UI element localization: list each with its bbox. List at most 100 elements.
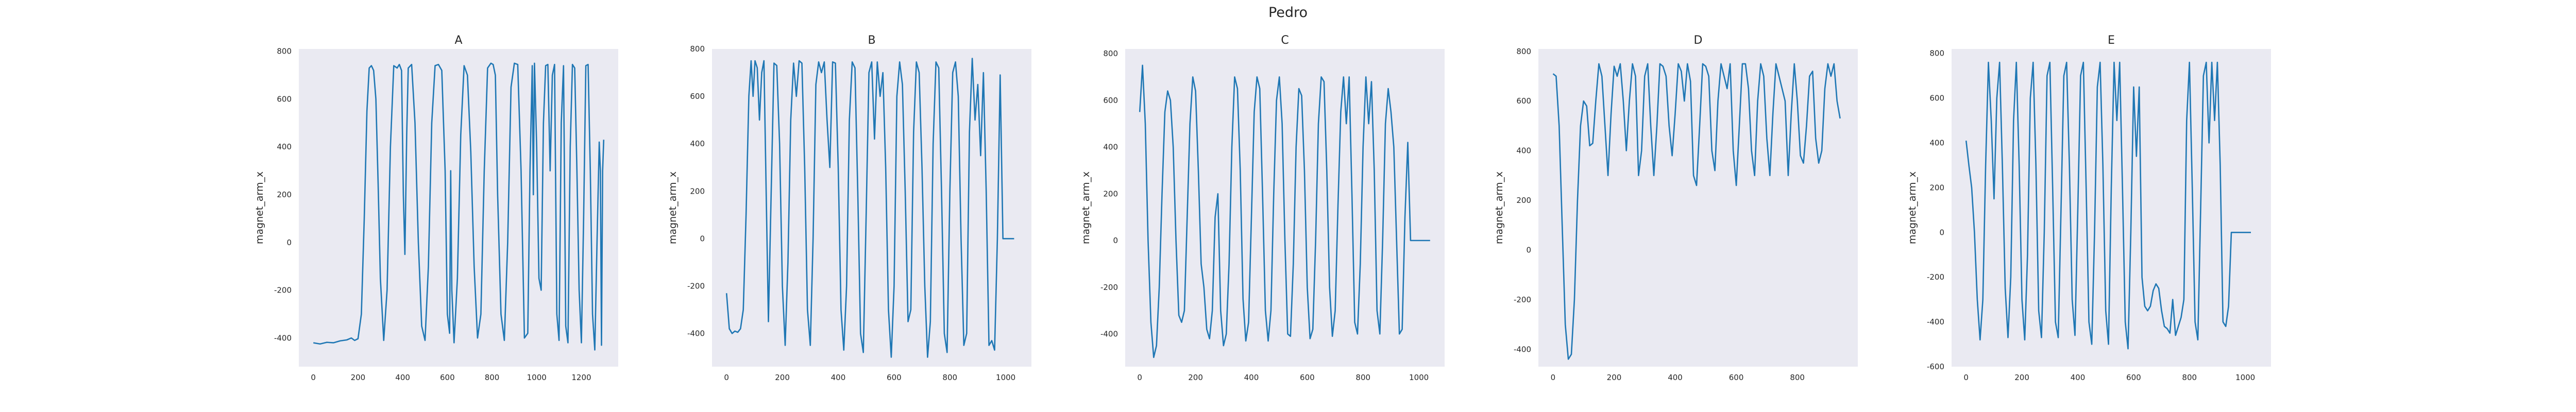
y-tick-label: -400 — [274, 333, 292, 342]
x-tick-label: 0 — [311, 373, 316, 382]
subplot-title: B — [868, 34, 875, 47]
data-line — [725, 58, 1014, 358]
subplot-c: C magnet_arm_x 0 200 400 600 800 1000 -400 -20… — [1080, 34, 1445, 382]
x-tick-label: 400 — [1244, 373, 1259, 382]
y-tick-label: 0 — [1939, 228, 1944, 237]
x-tick-label: 800 — [1355, 373, 1370, 382]
subplot-a: A magnet_arm_x 0 200 400 600 800 1000 1200 -40… — [254, 34, 618, 382]
y-tick-label: -200 — [687, 281, 705, 290]
y-axis-label: magnet_arm_x — [254, 171, 265, 244]
y-tick-label: 800 — [1516, 47, 1531, 56]
y-tick-label: -600 — [1927, 362, 1944, 371]
x-tick-label: 600 — [1729, 373, 1744, 382]
y-tick-label: 0 — [286, 238, 292, 247]
x-tick-labels: 0 200 400 600 800 1000 1200 — [311, 373, 591, 382]
y-tick-label: 600 — [1103, 96, 1118, 105]
x-tick-label: 0 — [724, 373, 729, 382]
subplot-b: B magnet_arm_x 0 200 400 600 800 1000 -400 -20… — [667, 34, 1031, 382]
y-tick-label: -200 — [1927, 272, 1944, 282]
y-tick-label: 400 — [277, 142, 292, 151]
x-tick-label: 400 — [1668, 373, 1683, 382]
x-tick-label: 0 — [1137, 373, 1142, 382]
y-tick-label: -400 — [1927, 317, 1944, 327]
data-line — [313, 62, 605, 351]
y-tick-label: 800 — [277, 47, 292, 56]
y-tick-labels: -400 -200 0 200 400 600 800 — [1514, 47, 1531, 354]
subplot-e: E magnet_arm_x 0 200 400 600 800 1000 -600 -40… — [1907, 34, 2271, 382]
y-tick-label: 600 — [277, 94, 292, 104]
plot-area — [1538, 49, 1858, 367]
x-tick-label: 600 — [440, 373, 455, 382]
y-tick-label: 200 — [277, 190, 292, 199]
y-tick-label: 600 — [1929, 94, 1944, 103]
x-tick-label: 0 — [1963, 373, 1969, 382]
y-tick-label: -200 — [1514, 295, 1531, 304]
y-tick-label: -400 — [687, 329, 705, 338]
x-tick-label: 400 — [395, 373, 410, 382]
x-tick-label: 600 — [2126, 373, 2141, 382]
x-tick-label: 200 — [351, 373, 366, 382]
subplot-d: D magnet_arm_x 0 200 400 600 800 -400 -200 0 20… — [1494, 34, 1858, 382]
data-line — [1965, 61, 2251, 350]
y-tick-label: 200 — [1929, 183, 1944, 192]
y-tick-label: 200 — [1516, 196, 1531, 205]
x-tick-label: 200 — [775, 373, 790, 382]
y-tick-label: 400 — [1103, 143, 1118, 152]
figure-title: Pedro — [1268, 5, 1308, 21]
y-axis-label: magnet_arm_x — [667, 171, 679, 244]
x-tick-label: 600 — [887, 373, 902, 382]
x-tick-label: 1000 — [2235, 373, 2255, 382]
subplot-title: E — [2108, 34, 2115, 47]
y-tick-label: -400 — [1514, 345, 1531, 354]
x-tick-label: 200 — [1188, 373, 1203, 382]
x-tick-label: 800 — [485, 373, 500, 382]
x-tick-label: 600 — [1300, 373, 1315, 382]
x-tick-label: 1000 — [996, 373, 1015, 382]
y-tick-label: 200 — [690, 186, 705, 196]
x-tick-label: 1000 — [1409, 373, 1429, 382]
x-tick-labels: 0 200 400 600 800 1000 — [1963, 373, 2255, 382]
x-tick-label: 1000 — [527, 373, 547, 382]
x-tick-label: 1200 — [571, 373, 591, 382]
data-line — [1552, 63, 1841, 360]
x-tick-labels: 0 200 400 600 800 1000 — [724, 373, 1015, 382]
y-tick-label: 800 — [1929, 49, 1944, 58]
subplot-title: C — [1281, 34, 1289, 47]
x-tick-labels: 0 200 400 600 800 — [1551, 373, 1805, 382]
y-tick-labels: -400 -200 0 200 400 600 800 — [274, 47, 292, 343]
x-tick-label: 800 — [942, 373, 957, 382]
y-axis-label: magnet_arm_x — [1494, 171, 1505, 244]
x-tick-label: 200 — [1607, 373, 1622, 382]
y-tick-label: 400 — [690, 139, 705, 148]
y-axis-label: magnet_arm_x — [1907, 171, 1918, 244]
x-tick-labels: 0 200 400 600 800 1000 — [1137, 373, 1429, 382]
x-tick-label: 200 — [2014, 373, 2029, 382]
y-axis-label: magnet_arm_x — [1080, 171, 1092, 244]
y-tick-label: 600 — [690, 92, 705, 101]
y-tick-label: 0 — [1113, 236, 1118, 245]
y-tick-label: 400 — [1929, 138, 1944, 147]
y-tick-label: -200 — [274, 286, 292, 295]
subplot-title: A — [454, 34, 462, 47]
y-tick-label: -400 — [1100, 329, 1118, 338]
y-tick-label: 400 — [1516, 146, 1531, 156]
x-tick-label: 400 — [2071, 373, 2086, 382]
x-tick-label: 800 — [2182, 373, 2197, 382]
y-tick-label: -200 — [1100, 283, 1118, 292]
data-line — [1139, 64, 1430, 358]
x-tick-label: 400 — [831, 373, 846, 382]
x-tick-label: 800 — [1790, 373, 1805, 382]
y-tick-labels: -600 -400 -200 0 200 400 600 800 — [1927, 49, 1944, 371]
y-tick-label: 0 — [700, 234, 705, 243]
y-tick-label: 800 — [690, 44, 705, 54]
y-tick-labels: -400 -200 0 200 400 600 800 — [1100, 49, 1118, 338]
y-tick-label: 0 — [1526, 245, 1531, 254]
y-tick-label: 800 — [1103, 49, 1118, 58]
y-tick-label: 200 — [1103, 189, 1118, 198]
x-tick-label: 0 — [1551, 373, 1556, 382]
plot-area — [1125, 49, 1445, 367]
subplot-title: D — [1694, 34, 1703, 47]
y-tick-label: 600 — [1516, 96, 1531, 106]
y-tick-labels: -400 -200 0 200 400 600 800 — [687, 44, 705, 338]
